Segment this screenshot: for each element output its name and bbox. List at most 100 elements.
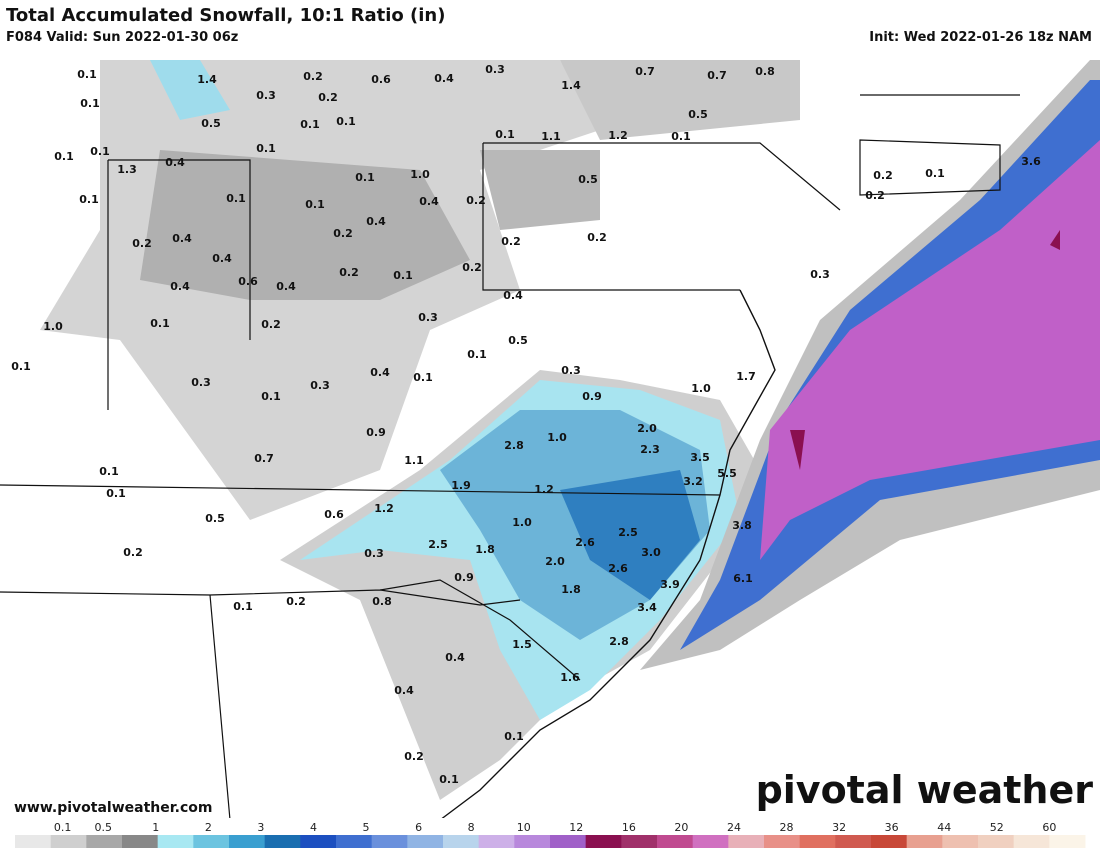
colorbar-swatch <box>1013 835 1050 848</box>
valid-time: F084 Valid: Sun 2022-01-30 06z <box>6 30 238 45</box>
snow-amount: 1.9 <box>451 479 471 492</box>
snow-amount: 0.6 <box>238 275 258 288</box>
snow-amount: 0.2 <box>865 189 885 202</box>
init-time: Init: Wed 2022-01-26 18z NAM <box>869 30 1092 45</box>
snow-amount: 0.6 <box>324 508 344 521</box>
colorbar-swatch <box>1049 835 1086 848</box>
snow-amount: 0.5 <box>688 108 708 121</box>
colorbar-label: 0.1 <box>54 821 72 834</box>
snow-amount: 0.4 <box>276 280 296 293</box>
colorbar-label: 4 <box>310 821 317 834</box>
colorbar-label: 60 <box>1042 821 1056 834</box>
snow-amount: 6.1 <box>733 572 753 585</box>
snow-amount: 0.5 <box>201 117 221 130</box>
colorbar-swatch <box>122 835 159 848</box>
colorbar-swatch <box>50 835 87 848</box>
colorbar-label: 52 <box>990 821 1004 834</box>
snow-amount: 3.0 <box>641 546 661 559</box>
colorbar-swatch <box>371 835 408 848</box>
snow-amount: 0.1 <box>336 115 356 128</box>
snow-amount: 2.5 <box>618 526 638 539</box>
snow-amount: 1.1 <box>404 454 424 467</box>
snow-amount: 0.2 <box>339 266 359 279</box>
snow-amount: 0.4 <box>170 280 190 293</box>
snow-amount: 3.6 <box>1021 155 1041 168</box>
snow-amount: 0.2 <box>873 169 893 182</box>
snow-amount: 0.2 <box>261 318 281 331</box>
colorbar-label: 20 <box>674 821 688 834</box>
snow-amount: 0.1 <box>90 145 110 158</box>
snow-amount: 0.7 <box>254 452 274 465</box>
snow-amount: 3.8 <box>732 519 752 532</box>
snow-amount: 0.8 <box>755 65 775 78</box>
snow-amount: 0.6 <box>371 73 391 86</box>
colorbar-swatch <box>621 835 658 848</box>
snow-amount: 0.2 <box>462 261 482 274</box>
snow-amount: 0.1 <box>226 192 246 205</box>
snow-amount: 0.1 <box>300 118 320 131</box>
boundaries <box>0 94 1020 821</box>
snow-amount: 0.7 <box>635 65 655 78</box>
colorbar-swatch <box>86 835 123 848</box>
snow-amount: 0.5 <box>508 334 528 347</box>
snow-amount: 0.1 <box>261 390 281 403</box>
snow-amount: 0.1 <box>671 130 691 143</box>
colorbar-swatch <box>764 835 801 848</box>
snow-amount: 0.3 <box>485 63 505 76</box>
colorbar-label: 36 <box>885 821 899 834</box>
snow-amount: 0.2 <box>333 227 353 240</box>
snow-amount: 3.5 <box>690 451 710 464</box>
snow-amount: 0.2 <box>123 546 143 559</box>
snow-amount: 0.5 <box>205 512 225 525</box>
snow-amount: 0.3 <box>418 311 438 324</box>
snow-amount: 1.0 <box>43 320 63 333</box>
snow-amount: 0.1 <box>925 167 945 180</box>
colorbar-label: 3 <box>257 821 264 834</box>
colorbar-swatch <box>193 835 230 848</box>
snow-amount: 1.0 <box>691 382 711 395</box>
snow-shading <box>40 60 1100 800</box>
snow-amount: 1.7 <box>736 370 756 383</box>
snow-amount: 1.0 <box>512 516 532 529</box>
colorbar-label: 2 <box>205 821 212 834</box>
colorbar-swatch <box>157 835 194 848</box>
colorbar-swatch <box>906 835 943 848</box>
website: www.pivotalweather.com <box>14 800 213 816</box>
colorbar-swatch <box>978 835 1015 848</box>
colorbar-swatch <box>478 835 515 848</box>
colorbar-swatch <box>692 835 729 848</box>
snow-amount: 0.1 <box>54 150 74 163</box>
colorbar-label: 32 <box>832 821 846 834</box>
snow-amount: 0.2 <box>303 70 323 83</box>
colorbar-swatch <box>871 835 908 848</box>
snow-amount: 0.2 <box>286 595 306 608</box>
snow-amount: 0.1 <box>77 68 97 81</box>
snow-amount: 0.1 <box>355 171 375 184</box>
snow-amount: 1.2 <box>534 483 554 496</box>
colorbar-swatch <box>443 835 480 848</box>
snow-amount: 0.1 <box>79 193 99 206</box>
snow-amount: 0.1 <box>413 371 433 384</box>
snow-amount: 0.1 <box>439 773 459 786</box>
snow-amount: 0.1 <box>99 465 119 478</box>
snow-amount: 1.8 <box>561 583 581 596</box>
snow-amount: 0.1 <box>305 198 325 211</box>
snow-amount: 1.0 <box>547 431 567 444</box>
snow-amount: 2.8 <box>504 439 524 452</box>
colorbar-label: 10 <box>517 821 531 834</box>
snow-amount: 1.5 <box>512 638 532 651</box>
colorbar-swatch <box>300 835 337 848</box>
snow-amount: 1.0 <box>410 168 430 181</box>
snow-amount: 0.1 <box>256 142 276 155</box>
colorbar-swatch <box>550 835 587 848</box>
title: Total Accumulated Snowfall, 10:1 Ratio (… <box>6 5 445 26</box>
colorbar-label: 1 <box>152 821 159 834</box>
snow-amount: 0.9 <box>366 426 386 439</box>
snow-amount: 0.3 <box>364 547 384 560</box>
snow-amount: 0.1 <box>467 348 487 361</box>
colorbar-swatch <box>336 835 373 848</box>
colorbar-swatch <box>514 835 551 848</box>
snow-amount: 2.3 <box>640 443 660 456</box>
snow-amount: 0.4 <box>212 252 232 265</box>
